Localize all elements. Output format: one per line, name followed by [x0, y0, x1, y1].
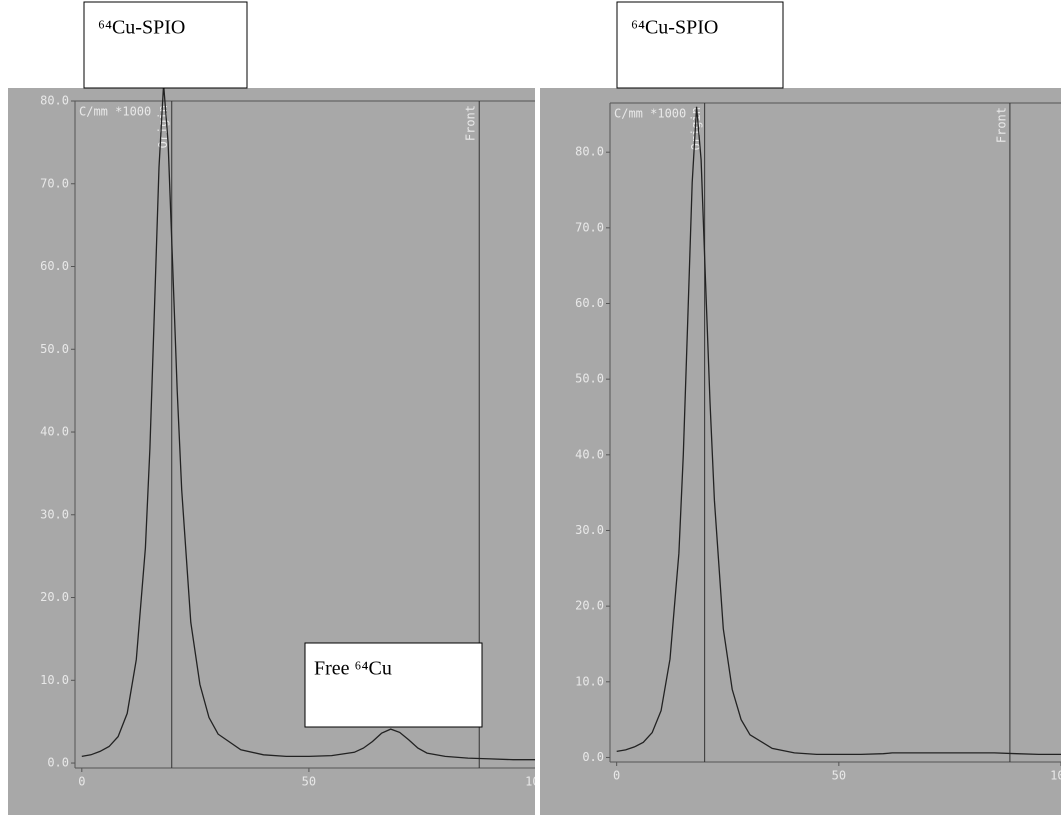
y-tick-label: 30.0 [575, 523, 604, 537]
y-tick-label: 80.0 [40, 94, 69, 108]
panel [540, 88, 1061, 815]
data-line [81, 88, 535, 761]
y-axis-label: C/mm *1000 [614, 107, 686, 121]
marker-label: Origin [156, 105, 170, 148]
y-tick-label: 40.0 [40, 425, 69, 439]
y-tick-label: 10.0 [575, 674, 604, 688]
x-tick-label: 0 [78, 775, 85, 789]
y-tick-label: 70.0 [40, 176, 69, 190]
y-axis-label: C/mm *1000 [79, 105, 151, 119]
y-tick-label: 30.0 [40, 507, 69, 521]
y-tick-label: 60.0 [575, 296, 604, 310]
x-tick-label: 50 [832, 769, 846, 783]
y-tick-label: 60.0 [40, 259, 69, 273]
x-tick-label: 100 [1050, 769, 1061, 783]
callout-label: Free ⁶⁴Cu [314, 658, 392, 680]
y-tick-label: 80.0 [575, 145, 604, 159]
y-tick-label: 20.0 [40, 590, 69, 604]
chart: 0.0 10.0 20.0 30.0 40.0 50.0 60.0 70.0 80.0 0 50 10… [40, 88, 547, 789]
x-tick-label: 0 [613, 769, 620, 783]
y-tick-label: 40.0 [575, 447, 604, 461]
chart-title: ⁶⁴Cu-SPIO [98, 17, 185, 39]
title-box [616, 1, 784, 89]
x-tick-label: 50 [302, 775, 316, 789]
y-tick-label: 0.0 [582, 750, 604, 764]
data-line [616, 106, 1061, 756]
chart: 0.0 10.0 20.0 30.0 40.0 50.0 60.0 70.0 80.0 0 50 10… [575, 102, 1061, 783]
callout-box [304, 642, 483, 728]
title-box [83, 1, 248, 89]
y-tick-label: 0.0 [47, 756, 69, 770]
labels: ⁶⁴Cu-SPIO Free ⁶⁴Cu ⁶⁴Cu-SPIO [83, 1, 784, 728]
x-tick-label: 100 [525, 775, 547, 789]
y-tick-label: 10.0 [40, 673, 69, 687]
y-tick-label: 70.0 [575, 220, 604, 234]
y-tick-label: 20.0 [575, 599, 604, 613]
marker-label: Front [994, 107, 1008, 143]
marker-label: Front [464, 105, 478, 141]
chart-title: ⁶⁴Cu-SPIO [631, 17, 718, 39]
y-tick-label: 50.0 [40, 342, 69, 356]
y-tick-label: 50.0 [575, 372, 604, 386]
